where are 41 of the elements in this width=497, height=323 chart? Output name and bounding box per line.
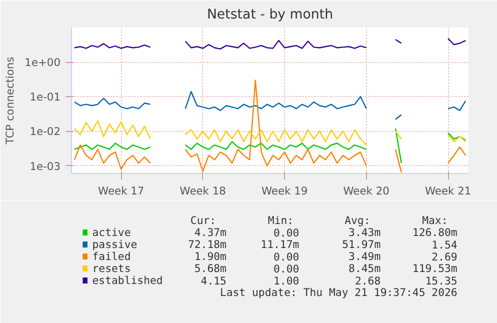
text: 3.49m: [348, 250, 381, 263]
text: 1.90m: [194, 250, 226, 263]
text: 15.35: [425, 274, 458, 288]
legend-label: established: [92, 274, 163, 287]
text: 72.18m: [188, 238, 226, 251]
text: Min:: [268, 214, 294, 227]
text: 0.00: [273, 262, 300, 276]
legend-label: active: [92, 226, 131, 239]
text: 0.00: [273, 250, 300, 264]
text: 1.00: [273, 274, 300, 288]
x-tick-label: Week 17: [98, 184, 144, 198]
text: 2.69: [432, 250, 458, 264]
text: 11.17m: [260, 238, 300, 251]
text: 119.53m: [412, 262, 458, 275]
legend-label: failed: [92, 250, 131, 263]
y-tick-label: 1e-02: [30, 125, 61, 138]
chart-title: Netstat - by month: [206, 8, 334, 22]
text: 8.45m: [348, 262, 381, 275]
y-tick-label: 1e+00: [24, 56, 61, 70]
text: 0.00: [273, 226, 300, 240]
x-tick-label: Week 20: [343, 184, 390, 198]
text: 3.43m: [348, 226, 381, 239]
text: 1.54: [432, 238, 458, 252]
text: Avg:: [344, 214, 370, 227]
text: 4.37m: [194, 226, 226, 239]
text: 51.97m: [342, 238, 381, 251]
text: 4.15: [200, 274, 226, 288]
y-tick-label: 1e-01: [30, 90, 61, 104]
x-tick-label: Week 18: [180, 184, 226, 198]
x-tick-label: Week 21: [424, 184, 472, 198]
text: Max:: [422, 214, 448, 227]
text: 126.80m: [412, 226, 458, 239]
y-axis-title: TCP connections: [4, 56, 17, 146]
legend-label: resets: [92, 262, 131, 275]
text: Cur:: [190, 214, 216, 227]
text: Last update: Thu May 21 19:37:45 2026: [220, 286, 458, 299]
legend-label: passive: [92, 238, 138, 251]
y-tick-label: 1e-03: [30, 160, 61, 173]
text: 5.68m: [194, 262, 226, 275]
text: 2.68: [354, 274, 381, 288]
x-tick-label: Week 19: [262, 184, 308, 198]
